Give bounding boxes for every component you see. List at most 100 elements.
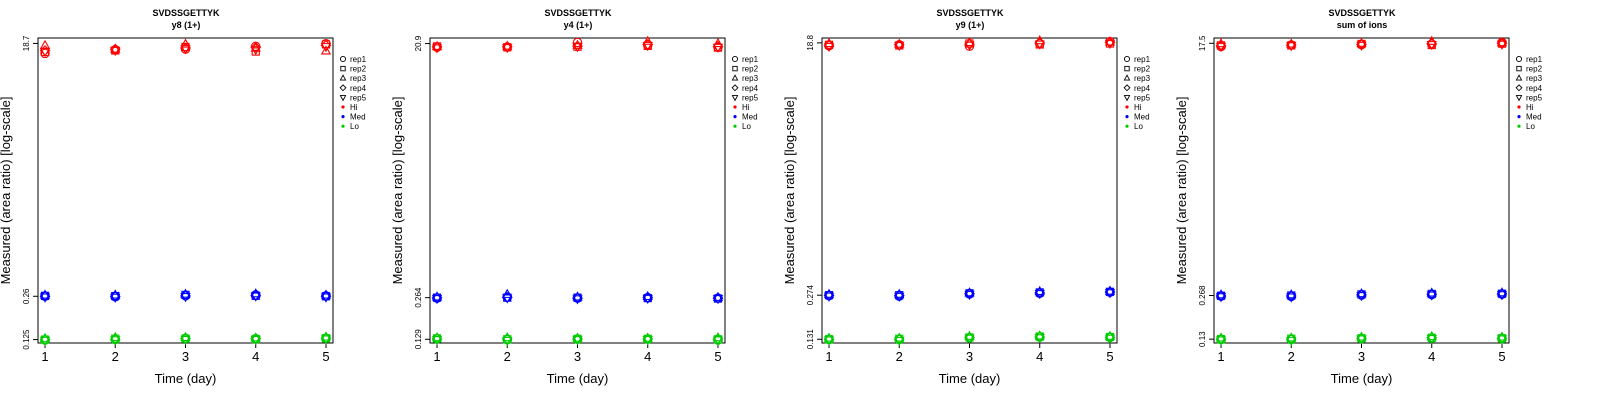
legend-label-rep3: rep3: [1526, 74, 1543, 83]
x-axis-label: Time (day): [155, 371, 217, 386]
legend-glyph-rep2: [1124, 65, 1130, 72]
data-point-lo: [1496, 335, 1508, 345]
x-tick-label: 1: [41, 349, 48, 364]
data-point-lo: [712, 336, 724, 346]
x-tick-label: 3: [966, 349, 973, 364]
legend-dot-lo: [1125, 124, 1129, 128]
legend-label-rep3: rep3: [1134, 74, 1151, 83]
legend-glyph-rep4: [731, 84, 739, 92]
data-point-hi: [1496, 40, 1508, 50]
x-tick-label: 4: [1036, 349, 1043, 364]
data-point-hi: [894, 38, 905, 48]
data-point-med: [502, 294, 513, 304]
data-point-lo: [320, 335, 332, 345]
legend-label-rep5: rep5: [742, 93, 759, 102]
data-point-lo: [502, 336, 513, 347]
y-tick-label: 0.13: [1198, 331, 1207, 347]
data-point-hi: [1496, 36, 1508, 47]
legend-glyph-rep1: [339, 55, 347, 63]
y-tick-label: 17.5: [1198, 35, 1207, 51]
legend-label-rep2: rep2: [350, 65, 367, 74]
x-tick-label: 2: [112, 349, 119, 364]
data-point-hi: [180, 45, 191, 55]
data-point-lo: [180, 335, 191, 346]
legend-dot-lo: [341, 124, 345, 128]
legend-dot-hi: [1125, 105, 1129, 109]
legend-glyph-rep5: [1515, 95, 1523, 102]
data-point-hi: [894, 41, 905, 52]
legend-glyph-rep1: [731, 55, 739, 63]
chart-subtitle: sum of ions: [1337, 20, 1388, 30]
data-point-med: [1286, 293, 1297, 303]
data-point-med: [431, 291, 443, 301]
y-axis-label: Measured (area ratio) [log-scale]: [390, 97, 405, 285]
legend-label-rep3: rep3: [742, 74, 759, 83]
y-tick-label: 20.9: [414, 35, 423, 51]
data-point-lo: [1034, 334, 1045, 344]
data-point-lo: [39, 336, 51, 347]
legend-label-rep1: rep1: [1134, 55, 1151, 64]
legend-glyph-rep4: [1123, 84, 1131, 92]
data-point-med: [431, 295, 443, 305]
chart-subtitle: y4 (1+): [564, 20, 593, 30]
x-tick-label: 1: [1217, 349, 1224, 364]
data-point-hi: [40, 48, 50, 59]
x-tick-label: 2: [1288, 349, 1295, 364]
data-point-med: [894, 292, 905, 303]
legend-dot-med: [1125, 115, 1129, 119]
legend-glyph-rep2: [1516, 65, 1522, 72]
data-point-hi: [250, 42, 261, 52]
legend-glyph-rep1: [1515, 55, 1523, 63]
data-point-lo: [250, 332, 261, 342]
legend-label-hi: Hi: [742, 103, 750, 112]
legend-label-hi: Hi: [1526, 103, 1534, 112]
data-point-hi: [110, 46, 121, 57]
data-point-hi: [502, 40, 513, 50]
data-point-hi: [320, 45, 332, 55]
data-point-hi: [180, 38, 191, 48]
data-point-lo: [823, 336, 835, 346]
data-point-hi: [250, 46, 261, 56]
data-point-lo: [1104, 334, 1116, 344]
data-point-hi: [642, 41, 653, 52]
legend-dot-med: [1517, 115, 1521, 119]
legend-label-rep2: rep2: [1134, 65, 1151, 74]
y-tick-label: 0.264: [414, 287, 423, 308]
x-tick-label: 4: [1428, 349, 1435, 364]
data-point-hi: [431, 44, 443, 54]
legend-glyph-rep5: [1123, 95, 1131, 102]
chart-title: SVDSSGETTYK: [152, 8, 220, 18]
data-point-hi: [712, 37, 724, 48]
plot-frame: [429, 37, 726, 344]
x-axis-label: Time (day): [1331, 371, 1393, 386]
data-point-lo: [572, 335, 583, 346]
legend-glyph-rep1: [1123, 55, 1131, 63]
data-point-hi: [1104, 36, 1116, 46]
x-tick-label: 4: [252, 349, 259, 364]
y-tick-label: 0.131: [806, 329, 815, 350]
legend-glyph-rep5: [731, 95, 739, 102]
chart-title: SVDSSGETTYK: [936, 8, 1004, 18]
y-tick-label: 18.8: [806, 35, 815, 51]
legend-label-lo: Lo: [1526, 122, 1535, 131]
data-point-med: [320, 293, 332, 303]
legend-label-med: Med: [1134, 113, 1150, 122]
x-tick-label: 1: [433, 349, 440, 364]
x-tick-label: 3: [1358, 349, 1365, 364]
legend-glyph-rep4: [1515, 84, 1523, 92]
x-tick-label: 2: [896, 349, 903, 364]
data-point-hi: [1034, 40, 1045, 50]
legend-dot-med: [733, 115, 737, 119]
legend-label-rep2: rep2: [742, 65, 759, 74]
legend-label-lo: Lo: [1134, 122, 1143, 131]
chart-panel-1: SVDSSGETTYK y8 (1+) 1 2 3 4 5 0.125 0.26 18.7 Time…: [0, 8, 367, 386]
data-point-hi: [572, 39, 583, 49]
data-point-lo: [1356, 335, 1367, 345]
y-axis-label: Measured (area ratio) [log-scale]: [0, 97, 13, 285]
data-point-med: [502, 288, 513, 298]
x-tick-label: 5: [1106, 349, 1113, 364]
chart-panel-3: SVDSSGETTYK y9 (1+) 1 2 3 4 5 0.131 0.274 18.8 Tim…: [782, 8, 1151, 386]
legend-label-rep1: rep1: [350, 55, 367, 64]
legend-glyph-rep3: [731, 74, 739, 81]
data-point-hi: [642, 35, 653, 45]
